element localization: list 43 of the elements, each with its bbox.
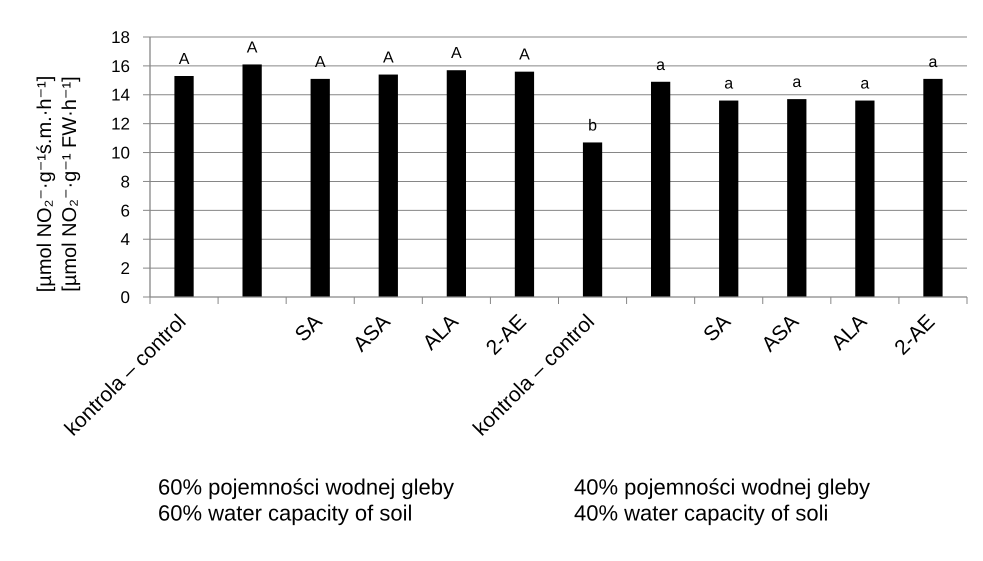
data-label: b	[588, 117, 598, 134]
y-tick-label: 0	[120, 288, 130, 307]
y-tick-label: 4	[120, 230, 130, 250]
y-tick-label: 6	[120, 201, 130, 220]
bar	[787, 99, 806, 297]
y-tick-label: 14	[111, 86, 130, 105]
data-label: A	[451, 45, 462, 62]
data-label: A	[246, 39, 258, 56]
data-label: a	[724, 76, 734, 93]
bar	[174, 76, 194, 297]
y-tick-label: 2	[120, 259, 130, 278]
bar	[378, 74, 398, 297]
x-tick-label: SA	[699, 310, 736, 346]
text: 60% water capacity of soil	[158, 500, 412, 526]
data-label: a	[860, 76, 870, 93]
y-tick-label: 8	[120, 172, 130, 192]
y-tick-label: 16	[111, 56, 130, 76]
x-tick-label: ALA	[827, 310, 872, 355]
data-label: A	[178, 51, 190, 68]
y-tick-label: 10	[111, 144, 130, 163]
data-label: A	[314, 54, 326, 71]
x-tick-label: ALA	[418, 310, 463, 355]
data-label: a	[928, 54, 938, 71]
y-axis-title: [µmol NO₂⁻·g⁻¹ś.m.·h⁻¹] [µmol NO₂⁻·g⁻¹ FW·h⁻¹]	[34, 76, 81, 292]
bar	[923, 78, 943, 297]
bar	[310, 78, 330, 297]
data-label: A	[519, 46, 530, 64]
bar	[855, 100, 875, 297]
y-tick-label: 18	[111, 28, 130, 47]
data-label: A	[382, 50, 394, 67]
bar	[446, 70, 466, 297]
text: 40% water capacity of soli	[574, 500, 828, 526]
bar	[582, 142, 602, 297]
bar	[242, 64, 262, 297]
bar	[514, 72, 534, 297]
y-tick-label: 12	[111, 114, 130, 134]
text: 60% pojemności wodnej gleby	[158, 474, 454, 500]
bar	[719, 100, 738, 297]
x-tick-label: SA	[290, 310, 327, 346]
data-label: a	[656, 56, 666, 74]
data-label: a	[792, 74, 802, 92]
text: 40% pojemności wodnej gleby	[574, 474, 870, 500]
bar	[650, 82, 670, 297]
